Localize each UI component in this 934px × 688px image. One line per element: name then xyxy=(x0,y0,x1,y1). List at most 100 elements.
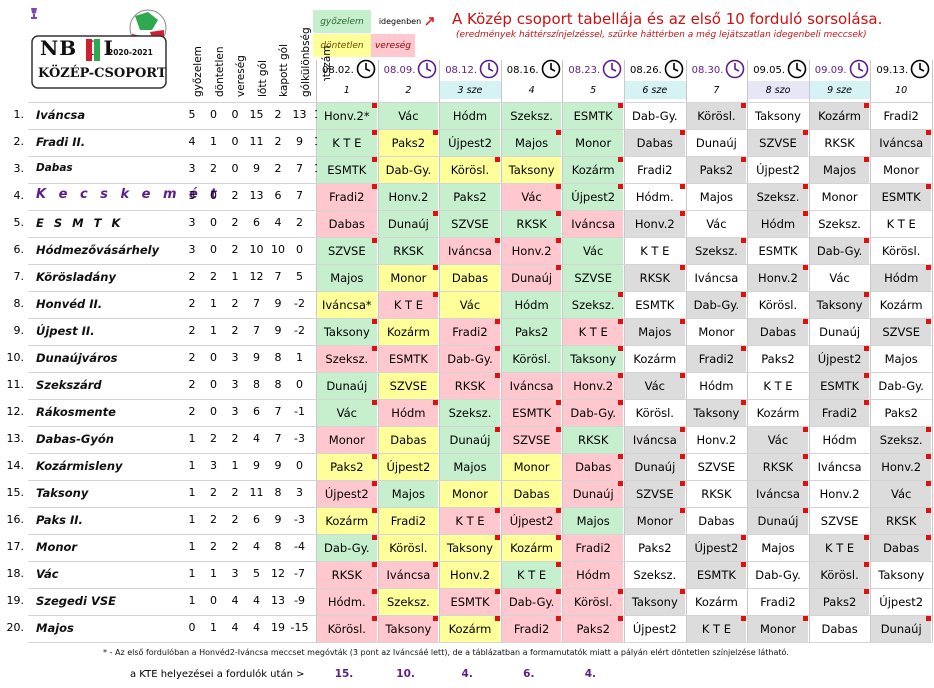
match-cell[interactable]: Taksony xyxy=(563,346,623,372)
match-cell[interactable]: ESMTK xyxy=(871,184,931,210)
match-cell[interactable]: Paks2 xyxy=(317,454,377,480)
match-cell[interactable]: Dunaúj xyxy=(748,508,808,534)
team-name[interactable]: Kozármisleny xyxy=(36,459,123,473)
team-name[interactable]: Szegedi VSE xyxy=(36,594,117,608)
match-cell[interactable]: Dab-Gy. xyxy=(748,562,808,588)
match-cell[interactable]: Monor xyxy=(809,184,870,210)
match-cell[interactable]: Hódm xyxy=(378,400,439,426)
match-cell[interactable]: Dabas xyxy=(378,427,439,453)
match-cell[interactable]: Iváncsa xyxy=(563,211,623,237)
match-cell[interactable]: Dunaúj xyxy=(378,211,439,237)
match-cell[interactable]: Paks2 xyxy=(871,400,931,426)
match-cell[interactable]: Taksony xyxy=(871,562,931,588)
match-cell[interactable]: Vác xyxy=(378,103,439,129)
match-cell[interactable]: Majos xyxy=(317,265,377,291)
match-cell[interactable]: Paks2 xyxy=(809,589,870,615)
match-cell[interactable]: Körösl. xyxy=(871,238,931,264)
team-name[interactable]: Dabas-Gyón xyxy=(36,432,114,446)
match-cell[interactable]: Taksony xyxy=(317,319,377,345)
match-cell[interactable]: Hódm xyxy=(748,211,808,237)
match-cell[interactable]: Fradi2 xyxy=(625,157,685,183)
match-cell[interactable]: Kozárm xyxy=(625,346,685,372)
match-cell[interactable]: Szeksz. xyxy=(625,562,685,588)
match-cell[interactable]: Monor xyxy=(748,616,808,642)
match-cell[interactable]: Dab-Gy. xyxy=(378,157,439,183)
team-name[interactable]: Monor xyxy=(36,540,78,554)
match-cell[interactable]: Újpest2 xyxy=(378,454,439,480)
match-cell[interactable]: Dunaúj xyxy=(563,481,623,507)
match-cell[interactable]: ESMTK xyxy=(563,103,623,129)
match-cell[interactable]: ESMTK xyxy=(748,238,808,264)
match-cell[interactable]: K T E xyxy=(625,238,685,264)
match-cell[interactable]: K T E xyxy=(317,130,377,156)
match-cell[interactable]: Újpest2 xyxy=(317,481,377,507)
match-cell[interactable]: Taksony xyxy=(625,589,685,615)
match-cell[interactable]: Fradi2 xyxy=(378,508,439,534)
match-cell[interactable]: RKSK xyxy=(563,427,623,453)
match-cell[interactable]: Honv.2 xyxy=(440,562,500,588)
match-cell[interactable]: Hódm. xyxy=(317,589,377,615)
match-cell[interactable]: Honv.2 xyxy=(809,481,870,507)
match-cell[interactable]: Kozárm xyxy=(563,157,623,183)
match-cell[interactable]: Dab-Gy. xyxy=(871,373,931,399)
match-cell[interactable]: K T E xyxy=(563,319,623,345)
match-cell[interactable]: Fradi2 xyxy=(440,319,500,345)
match-cell[interactable]: Iváncsa xyxy=(378,562,439,588)
match-cell[interactable]: Taksony xyxy=(501,157,562,183)
match-cell[interactable]: Dabas xyxy=(317,211,377,237)
match-cell[interactable]: SZVSE xyxy=(501,427,562,453)
match-cell[interactable]: Vác xyxy=(563,238,623,264)
team-name[interactable]: Honvéd II. xyxy=(36,297,103,311)
match-cell[interactable]: Dab-Gy. xyxy=(686,292,747,318)
match-cell[interactable]: RKSK xyxy=(625,265,685,291)
match-cell[interactable]: Dabas xyxy=(748,319,808,345)
match-cell[interactable]: Vác xyxy=(501,184,562,210)
match-cell[interactable]: Paks2 xyxy=(686,157,747,183)
match-cell[interactable]: Körösl. xyxy=(317,616,377,642)
match-cell[interactable]: Vác xyxy=(809,265,870,291)
match-cell[interactable]: Iváncsa xyxy=(440,238,500,264)
match-cell[interactable]: Honv.2 xyxy=(501,238,562,264)
team-name[interactable]: Taksony xyxy=(36,486,89,500)
match-cell[interactable]: Iváncsa xyxy=(748,481,808,507)
match-cell[interactable]: Dunaúj xyxy=(686,130,747,156)
match-cell[interactable]: Dabas xyxy=(871,535,931,561)
match-cell[interactable]: Kozárm xyxy=(501,535,562,561)
match-cell[interactable]: Majos xyxy=(686,184,747,210)
match-cell[interactable]: Dunaúj xyxy=(809,319,870,345)
match-cell[interactable]: Monor xyxy=(501,454,562,480)
team-name[interactable]: Körösladány xyxy=(36,270,116,284)
match-cell[interactable]: Iváncsa xyxy=(809,454,870,480)
match-cell[interactable]: Dunaúj xyxy=(625,454,685,480)
team-name[interactable]: E S M T K xyxy=(36,216,124,230)
match-cell[interactable]: Iváncsa xyxy=(625,427,685,453)
match-cell[interactable]: Paks2 xyxy=(563,616,623,642)
match-cell[interactable]: Dunaúj xyxy=(440,427,500,453)
team-name[interactable]: Rákosmente xyxy=(36,405,116,419)
match-cell[interactable]: Újpest2 xyxy=(563,184,623,210)
match-cell[interactable]: Hódm xyxy=(440,103,500,129)
match-cell[interactable]: Paks2 xyxy=(378,130,439,156)
match-cell[interactable]: Monor xyxy=(317,427,377,453)
match-cell[interactable]: Fradi2 xyxy=(809,400,870,426)
match-cell[interactable]: Dabas xyxy=(809,616,870,642)
match-cell[interactable]: Honv.2 xyxy=(686,427,747,453)
match-cell[interactable]: Paks2 xyxy=(440,184,500,210)
match-cell[interactable]: Honv.2 xyxy=(378,184,439,210)
team-name[interactable]: Iváncsa xyxy=(36,108,86,122)
match-cell[interactable]: Kozárm xyxy=(440,616,500,642)
match-cell[interactable]: SZVSE xyxy=(748,130,808,156)
match-cell[interactable]: Körösl. xyxy=(686,103,747,129)
match-cell[interactable]: Taksony xyxy=(440,535,500,561)
match-cell[interactable]: RKSK xyxy=(501,211,562,237)
match-cell[interactable]: Szeksz. xyxy=(440,400,500,426)
match-cell[interactable]: Taksony xyxy=(809,292,870,318)
match-cell[interactable]: Dab-Gy. xyxy=(440,346,500,372)
match-cell[interactable]: Fradi2 xyxy=(563,535,623,561)
match-cell[interactable]: Monor xyxy=(625,508,685,534)
team-name[interactable]: K e c s k e m é t xyxy=(36,187,221,202)
match-cell[interactable]: SZVSE xyxy=(378,373,439,399)
match-cell[interactable]: Körösl. xyxy=(809,562,870,588)
team-name[interactable]: Dunaújváros xyxy=(36,351,118,365)
team-name[interactable]: Hódmezővásárhely xyxy=(36,243,160,257)
